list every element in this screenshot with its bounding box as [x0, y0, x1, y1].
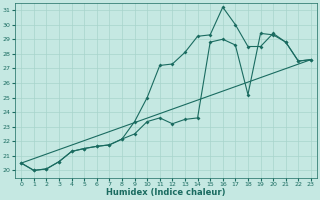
X-axis label: Humidex (Indice chaleur): Humidex (Indice chaleur) — [106, 188, 226, 197]
